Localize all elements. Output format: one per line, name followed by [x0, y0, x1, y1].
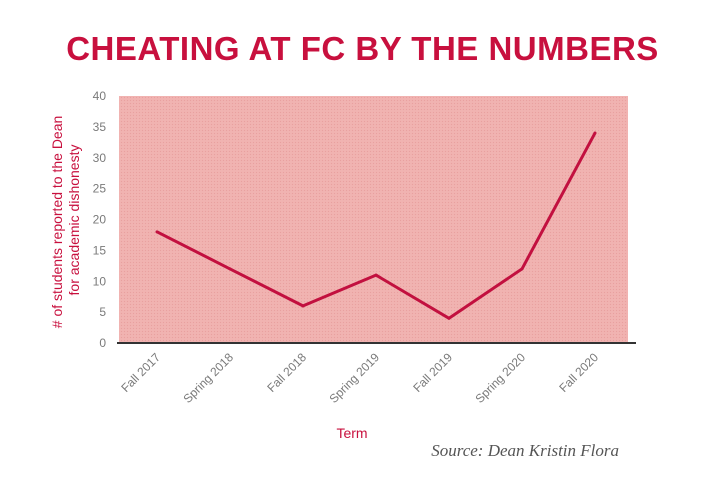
y-tick-label: 15: [93, 243, 107, 257]
data-point: [593, 131, 597, 135]
x-tick-label: Fall 2019: [410, 350, 455, 395]
y-tick-label: 35: [93, 120, 107, 134]
data-point: [155, 230, 159, 234]
y-tick-label: 0: [99, 336, 106, 350]
x-tick-label: Spring 2019: [326, 350, 382, 406]
y-tick-label: 30: [93, 151, 107, 165]
data-point: [301, 304, 305, 308]
data-point: [447, 316, 451, 320]
data-point: [228, 267, 232, 271]
data-point: [520, 267, 524, 271]
y-tick-label: 10: [93, 274, 107, 288]
y-tick-label: 20: [93, 213, 107, 227]
y-axis-label: # of students reported to the Dean for a…: [49, 112, 82, 328]
chart-title: CHEATING AT FC BY THE NUMBERS: [66, 30, 659, 67]
x-tick-label: Fall 2018: [264, 350, 309, 395]
y-tick-label: 25: [93, 182, 107, 196]
y-axis-label-line-2: for academic dishonesty: [66, 145, 82, 296]
y-tick-label: 40: [93, 89, 107, 103]
y-tick-label: 5: [99, 305, 106, 319]
x-tick-label: Spring 2020: [472, 350, 528, 406]
x-tick-label: Fall 2020: [556, 350, 601, 395]
y-axis-label-line-1: # of students reported to the Dean: [49, 116, 65, 328]
x-axis-label: Term: [336, 425, 367, 441]
source-note: Source: Dean Kristin Flora: [431, 441, 619, 460]
plot-area: [119, 96, 628, 343]
x-tick-label: Spring 2018: [180, 350, 236, 406]
data-point: [374, 273, 378, 277]
x-tick-label: Fall 2017: [118, 350, 163, 395]
